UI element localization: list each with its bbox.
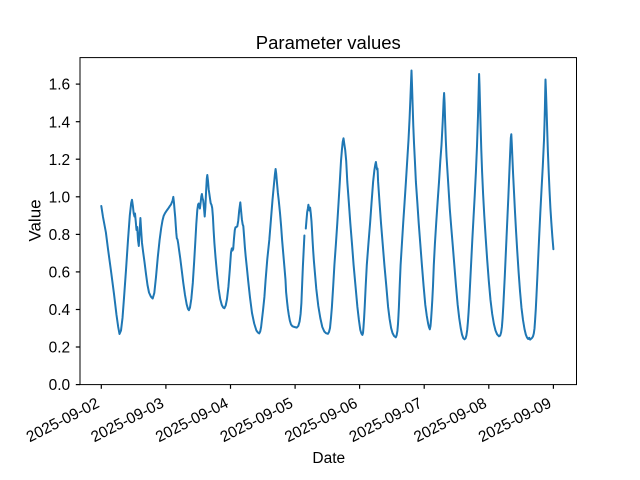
svg-text:1.0: 1.0	[49, 189, 71, 206]
svg-text:Value: Value	[26, 199, 45, 241]
svg-text:Date: Date	[312, 450, 345, 467]
svg-text:0.8: 0.8	[49, 227, 71, 244]
svg-text:Parameter values: Parameter values	[256, 32, 401, 53]
svg-text:0.4: 0.4	[49, 302, 71, 319]
svg-text:1.4: 1.4	[49, 114, 71, 131]
svg-text:1.6: 1.6	[49, 77, 71, 94]
svg-text:0.0: 0.0	[49, 377, 71, 394]
svg-text:0.2: 0.2	[49, 340, 71, 357]
svg-text:0.6: 0.6	[49, 265, 71, 282]
svg-text:1.2: 1.2	[49, 152, 71, 169]
